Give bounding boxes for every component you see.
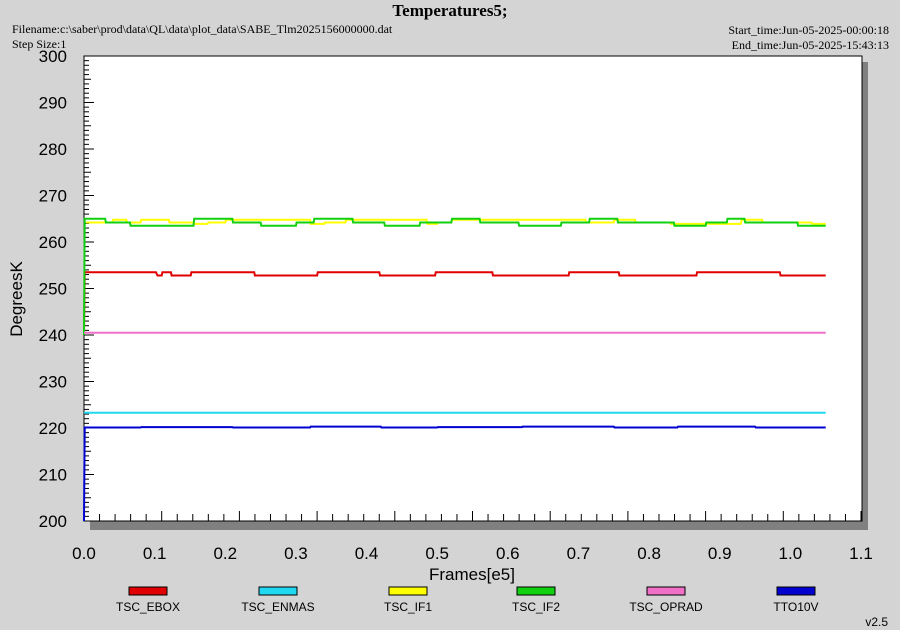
legend-swatch — [258, 586, 298, 596]
x-tick-label: 0.2 — [213, 544, 237, 563]
x-tick-label: 0.4 — [355, 544, 379, 563]
x-tick-label: 0.0 — [72, 544, 96, 563]
x-tick-label: 1.0 — [779, 544, 803, 563]
y-tick-label: 210 — [39, 466, 67, 485]
step-size-label: Step Size:1 — [12, 37, 67, 51]
y-tick-label: 300 — [39, 47, 67, 66]
y-tick-label: 280 — [39, 140, 67, 159]
legend-swatch — [388, 586, 428, 596]
legend-label: TSC_EBOX — [116, 600, 180, 614]
x-tick-label: 0.3 — [284, 544, 308, 563]
legend-swatch — [516, 586, 556, 596]
series-line-tto10v — [83, 425, 826, 522]
y-axis-label: DegreesK — [7, 261, 26, 337]
legend-label: TSC_IF2 — [512, 600, 560, 614]
plot-area — [83, 55, 863, 522]
legend-label: TSC_IF1 — [384, 600, 432, 614]
legend-label: TTO10V — [773, 600, 818, 614]
y-tick-labels: 200 210 220 230 240 250 260 270 280 290 300 — [39, 47, 67, 531]
legend-swatch — [776, 586, 816, 596]
x-tick-label: 1.1 — [849, 544, 873, 563]
x-tick-label: 0.9 — [708, 544, 732, 563]
end-time-label: End_time:Jun-05-2025-15:43:13 — [731, 38, 889, 52]
y-tick-label: 270 — [39, 187, 67, 206]
legend-swatch — [128, 586, 168, 596]
y-tick-label: 250 — [39, 280, 67, 299]
x-tick-label: 0.1 — [143, 544, 167, 563]
series-line-tsc_ebox — [83, 271, 826, 336]
x-tick-label: 0.6 — [496, 544, 520, 563]
x-axis-label: Frames[e5] — [429, 565, 515, 584]
y-tick-label: 290 — [39, 94, 67, 113]
start-time-label: Start_time:Jun-05-2025-00:00:18 — [728, 23, 889, 37]
series-line-tsc_if2 — [83, 217, 826, 336]
y-tick-label: 200 — [39, 512, 67, 531]
legend-label: TSC_OPRAD — [629, 600, 703, 614]
x-tick-label: 0.7 — [567, 544, 591, 563]
x-tick-label: 0.8 — [637, 544, 661, 563]
chart-title: Temperatures5; — [392, 1, 508, 20]
y-tick-label: 260 — [39, 233, 67, 252]
x-tick-labels: 0.0 0.1 0.2 0.3 0.4 0.5 0.6 0.7 0.8 0.9 1.0 1.1 — [72, 544, 873, 563]
legend: TSC_EBOX TSC_ENMAS TSC_IF1 TSC_IF2 TSC_OPRAD… — [116, 586, 819, 614]
legend-label: TSC_ENMAS — [241, 600, 314, 614]
x-tick-label: 0.5 — [425, 544, 449, 563]
series-layer — [83, 217, 826, 522]
y-tick-label: 240 — [39, 326, 67, 345]
series-line-tsc_if1 — [86, 218, 826, 225]
y-tick-label: 230 — [39, 373, 67, 392]
version-label: v2.5 — [865, 615, 888, 629]
y-tick-label: 220 — [39, 419, 67, 438]
legend-swatch — [646, 586, 686, 596]
filename-label: Filename:c:\saber\prod\data\QL\data\plot… — [12, 22, 393, 36]
